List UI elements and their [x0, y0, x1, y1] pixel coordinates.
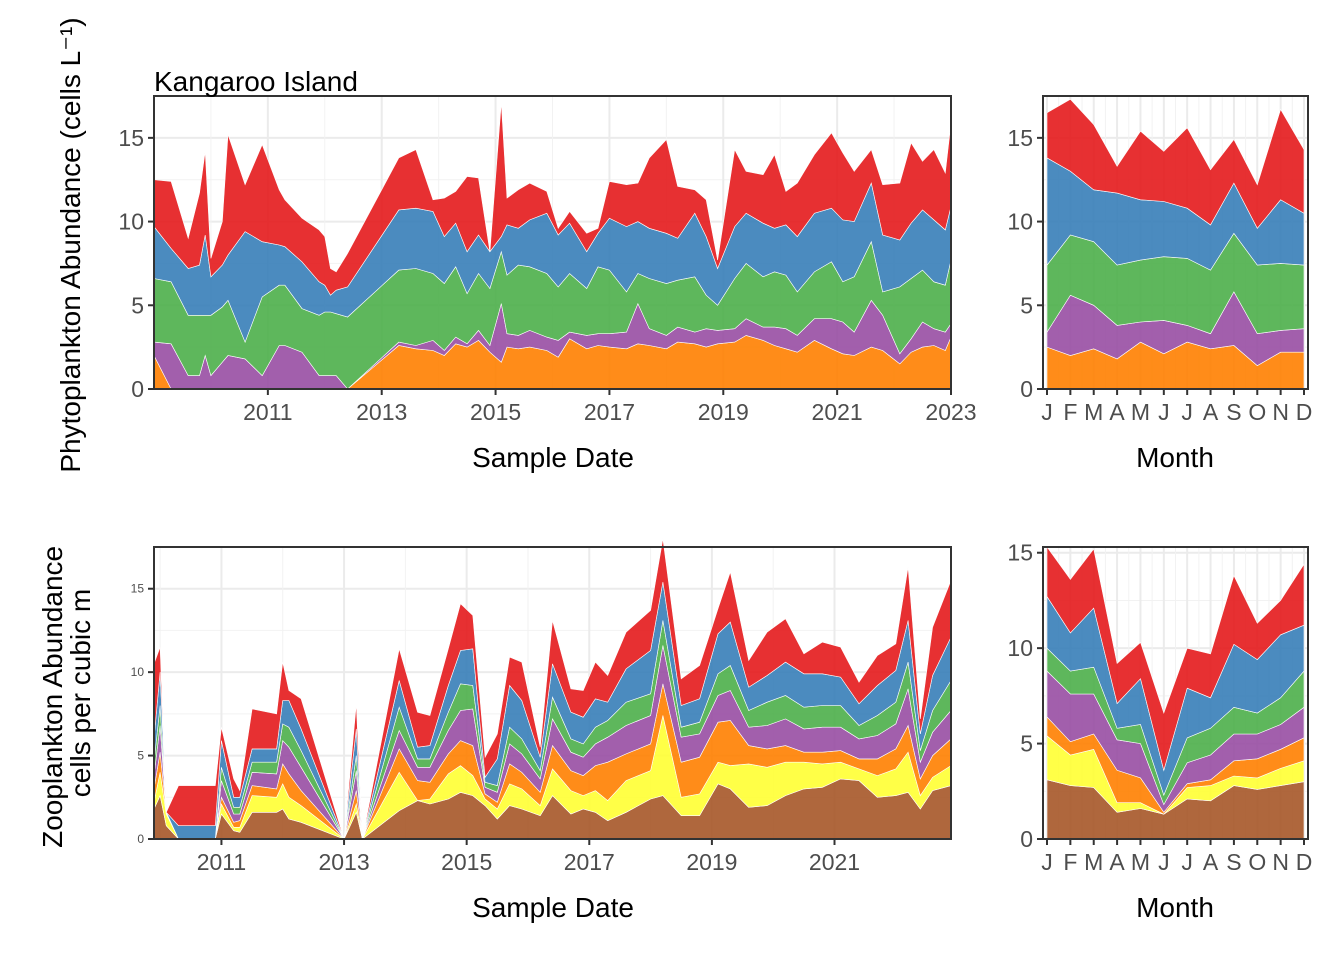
p4-x-tick-label: J	[1041, 849, 1053, 875]
p4-x-tick-label: D	[1296, 849, 1313, 875]
p2-y-tick-label: 15	[1007, 125, 1033, 151]
p3-x-tick-label: 2013	[318, 849, 369, 875]
p3-y-tick-label: 15	[131, 582, 145, 596]
p1-y-tick-label: 0	[131, 376, 144, 402]
p2-x-tick-label: M	[1084, 399, 1103, 425]
p2-x-tick-label: D	[1296, 399, 1313, 425]
p1-x-tick-label: 2023	[925, 399, 976, 425]
zoo-time-x-axis-title: Sample Date	[472, 892, 634, 923]
phyto-month-x-axis-title: Month	[1136, 442, 1214, 473]
p1-y-tick-label: 10	[118, 209, 144, 235]
zoo-time-panel: 0 5 10 15 2011 2013 2015 2017 2019 2021 Sample D…	[37, 538, 952, 923]
p4-x-tick-label: J	[1181, 849, 1193, 875]
p4-y-tick-label: 5	[1020, 731, 1033, 757]
p2-x-tick-label: O	[1248, 399, 1266, 425]
p4-series-7-area	[1046, 546, 1305, 772]
p4-x-tick-label: J	[1158, 849, 1170, 875]
p2-series-5-area	[1046, 98, 1305, 229]
p2-x-tick-label: J	[1181, 399, 1193, 425]
p3-x-tick-label: 2015	[441, 849, 492, 875]
p4-x-tick-label: A	[1109, 849, 1125, 875]
p1-y-tick-label: 5	[131, 292, 144, 318]
p3-x-tick-label: 2019	[686, 849, 737, 875]
p4-y-tick-label: 10	[1007, 635, 1033, 661]
p3-y-tick-label: 10	[131, 665, 145, 679]
p2-x-tick-label: N	[1272, 399, 1289, 425]
p4-x-tick-label: O	[1248, 849, 1266, 875]
phyto-time-title: Kangaroo Island	[154, 66, 358, 97]
p1-x-tick-label: 2021	[812, 399, 863, 425]
p2-y-tick-label: 10	[1007, 209, 1033, 235]
p3-y-tick-label: 5	[137, 749, 144, 763]
p2-x-tick-label: J	[1041, 399, 1053, 425]
p3-panel-border	[153, 546, 952, 840]
p4-x-tick-label: N	[1272, 849, 1289, 875]
p2-panel-border	[1042, 95, 1309, 390]
p3-x-tick-label: 2011	[197, 849, 246, 875]
p1-y-tick-label: 15	[118, 125, 144, 151]
p2-y-tick-label: 0	[1020, 376, 1033, 402]
p2-x-tick-label: M	[1131, 399, 1150, 425]
p1-x-tick-label: 2017	[584, 399, 635, 425]
p2-y-tick-label: 5	[1020, 292, 1033, 318]
p2-x-tick-label: J	[1158, 399, 1170, 425]
p3-x-tick-label: 2021	[809, 849, 860, 875]
p4-panel-border	[1042, 546, 1309, 840]
zoo-y-axis-title: Zooplankton Abundance cells per cubic m	[37, 538, 96, 848]
p1-panel-border	[153, 95, 952, 390]
p2-x-tick-label: S	[1226, 399, 1241, 425]
p1-x-tick-label: 2015	[470, 399, 521, 425]
p2-x-tick-label: A	[1203, 399, 1219, 425]
p4-x-tick-label: M	[1131, 849, 1150, 875]
phyto-y-axis-title: Phytoplankton Abundance (cells L⁻¹)	[55, 17, 86, 472]
p3-x-tick-label: 2017	[564, 849, 615, 875]
p4-x-tick-label: S	[1226, 849, 1241, 875]
zoo-month-x-axis-title: Month	[1136, 892, 1214, 923]
p4-x-tick-label: M	[1084, 849, 1103, 875]
phyto-time-panel: 0 5 10 15 2011 2013 2015 2017 2019 2021 2023 Kang…	[55, 17, 977, 473]
phyto-time-x-axis-title: Sample Date	[472, 442, 634, 473]
p3-y-tick-label: 0	[137, 832, 144, 846]
p1-x-tick-label: 2011	[243, 399, 292, 425]
p4-x-tick-label: F	[1063, 849, 1077, 875]
p4-x-tick-label: A	[1203, 849, 1219, 875]
p4-y-tick-label: 15	[1007, 540, 1033, 566]
zoo-y-axis-title-line-2: cells per cubic m	[65, 589, 96, 798]
p2-x-tick-label: F	[1063, 399, 1077, 425]
p1-x-tick-label: 2019	[698, 399, 749, 425]
zoo-y-axis-title-line-1: Zooplankton Abundance	[37, 546, 68, 848]
p1-x-tick-label: 2013	[356, 399, 407, 425]
p4-y-tick-label: 0	[1020, 826, 1033, 852]
p2-x-tick-label: A	[1109, 399, 1125, 425]
